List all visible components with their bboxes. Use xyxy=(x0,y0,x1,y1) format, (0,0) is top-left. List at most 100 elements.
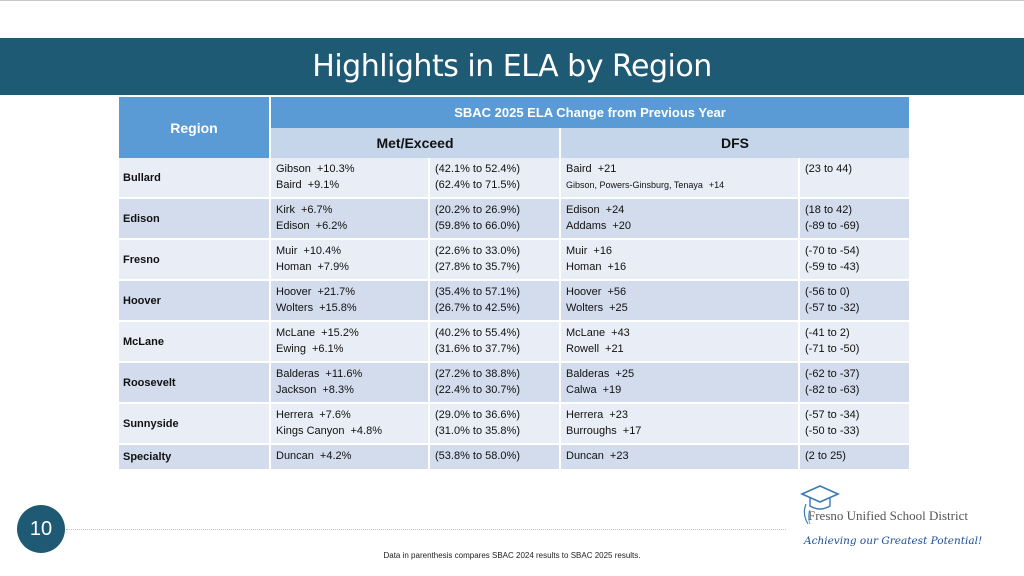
school-name: Hoover xyxy=(276,286,312,298)
dfs-range-cell: (-70 to -54) (-59 to -43) xyxy=(800,240,910,281)
table-row: McLane McLane +15.2% Ewing +6.1% (40.2% to 55… xyxy=(119,322,910,363)
change-value: +6.2% xyxy=(315,220,348,232)
page-number: 10 xyxy=(17,505,65,553)
met-school-line: Edison +6.2% xyxy=(276,218,428,234)
table-row: Roosevelt Balderas +11.6% Jackson +8.3% (27.2… xyxy=(119,363,910,404)
dfs-school-line: Hoover +56 xyxy=(566,284,798,300)
change-value: +8.3% xyxy=(322,384,354,396)
change-value: +14 xyxy=(708,180,725,190)
dfs-school-line: Herrera +23 xyxy=(566,407,798,423)
met-school-line: Baird +9.1% xyxy=(276,177,428,193)
met-school-line: Kirk +6.7% xyxy=(276,202,428,218)
region-name: Fresno xyxy=(119,240,269,281)
change-value: +6.7% xyxy=(300,204,333,216)
change-value: +23 xyxy=(609,409,628,421)
dfs-school-line: Edison +24 xyxy=(566,202,798,218)
slide-title: Highlights in ELA by Region xyxy=(312,49,712,84)
dfs-range-value: (23 to 44) xyxy=(805,163,853,175)
school-name: Balderas xyxy=(566,368,610,380)
change-value: +21 xyxy=(605,343,624,355)
change-value: +17 xyxy=(622,425,642,437)
met-range-value: (40.2% to 55.4%) xyxy=(435,327,520,339)
change-value: +20 xyxy=(612,220,632,232)
table-row: Bullard Gibson +10.3% Baird +9.1% (42.1% to 5… xyxy=(119,158,910,199)
dfs-range-cell: (-56 to 0) (-57 to -32) xyxy=(800,281,910,322)
school-name: Homan xyxy=(566,261,602,273)
met-school-line: Homan +7.9% xyxy=(276,259,428,275)
school-name: McLane xyxy=(566,327,606,339)
met-school-line: Ewing +6.1% xyxy=(276,341,428,357)
change-value: +4.8% xyxy=(350,425,383,437)
top-rule xyxy=(0,0,1024,1)
change-value: +24 xyxy=(605,204,625,216)
dfs-school-line: Calwa +19 xyxy=(566,382,798,398)
met-range-value: (27.2% to 38.8%) xyxy=(435,368,520,380)
dfs-school-line: Duncan +23 xyxy=(566,448,798,464)
dfs-range-value: (-41 to 2) xyxy=(805,327,850,339)
met-range-cell: (42.1% to 52.4%) (62.4% to 71.5%) xyxy=(430,158,559,199)
dfs-range-value: (-57 to -32) xyxy=(805,302,860,314)
school-name: Kirk xyxy=(276,204,295,216)
table-body: Bullard Gibson +10.3% Baird +9.1% (42.1% to 5… xyxy=(119,158,910,471)
met-school-line: Muir +10.4% xyxy=(276,243,428,259)
change-value: +25 xyxy=(609,302,628,314)
school-name: Gibson, Powers-Ginsburg, Tenaya xyxy=(566,180,703,190)
met-exceed-header: Met/Exceed xyxy=(271,128,559,158)
change-value: +25 xyxy=(615,368,635,380)
met-range-value: (26.7% to 42.5%) xyxy=(435,302,520,314)
met-range-value: (62.4% to 71.5%) xyxy=(435,179,520,191)
title-bar: Highlights in ELA by Region xyxy=(0,38,1024,95)
school-name: Edison xyxy=(276,220,310,232)
change-value: +19 xyxy=(602,384,622,396)
region-name: Specialty xyxy=(119,445,269,471)
school-name: Kings Canyon xyxy=(276,425,345,437)
dfs-school-line: Balderas +25 xyxy=(566,366,798,382)
met-range-cell: (40.2% to 55.4%) (31.6% to 37.7%) xyxy=(430,322,559,363)
school-name: Edison xyxy=(566,204,600,216)
school-name: Ewing xyxy=(276,343,306,355)
region-name: McLane xyxy=(119,322,269,363)
change-value: +10.4% xyxy=(303,245,342,257)
met-range-value: (42.1% to 52.4%) xyxy=(435,163,520,175)
school-name: Wolters xyxy=(276,302,314,314)
dfs-range-value: (-56 to 0) xyxy=(805,286,850,298)
met-school-line: Wolters +15.8% xyxy=(276,300,428,316)
dfs-school-cell: Hoover +56 Wolters +25 xyxy=(561,281,798,322)
change-value: +16 xyxy=(593,245,613,257)
footer-divider xyxy=(66,529,786,530)
dfs-range-value: (-59 to -43) xyxy=(805,261,860,273)
dfs-range-value: (2 to 25) xyxy=(805,450,846,462)
dfs-range-value: (-50 to -33) xyxy=(805,425,860,437)
change-value: +56 xyxy=(607,286,627,298)
school-name: Muir xyxy=(276,245,298,257)
dfs-school-line: Gibson, Powers-Ginsburg, Tenaya +14 xyxy=(566,177,798,193)
met-range-cell: (22.6% to 33.0%) (27.8% to 35.7%) xyxy=(430,240,559,281)
footnote: Data in parenthesis compares SBAC 2024 r… xyxy=(383,551,641,560)
met-school-cell: Kirk +6.7% Edison +6.2% xyxy=(271,199,428,240)
met-range-cell: (27.2% to 38.8%) (22.4% to 30.7%) xyxy=(430,363,559,404)
met-school-cell: Duncan +4.2% xyxy=(271,445,428,471)
dfs-range-cell: (2 to 25) xyxy=(800,445,910,471)
highlights-table: Region SBAC 2025 ELA Change from Previou… xyxy=(117,97,911,471)
school-name: Balderas xyxy=(276,368,320,380)
table-row: Fresno Muir +10.4% Homan +7.9% (22.6% to 33.0… xyxy=(119,240,910,281)
dfs-range-cell: (18 to 42) (-89 to -69) xyxy=(800,199,910,240)
region-name: Bullard xyxy=(119,158,269,199)
met-school-cell: Balderas +11.6% Jackson +8.3% xyxy=(271,363,428,404)
district-name: Fresno Unified School District xyxy=(808,508,968,523)
school-name: Homan xyxy=(276,261,312,273)
region-column-header: Region xyxy=(119,97,269,158)
region-name: Sunnyside xyxy=(119,404,269,445)
dfs-range-cell: (-62 to -37) (-82 to -63) xyxy=(800,363,910,404)
dfs-range-value: (-57 to -34) xyxy=(805,409,860,421)
met-range-cell: (35.4% to 57.1%) (26.7% to 42.5%) xyxy=(430,281,559,322)
district-logo: Fresno Unified School District Achieving… xyxy=(794,480,1004,560)
change-value: +15.2% xyxy=(321,327,359,339)
met-range-value: (53.8% to 58.0%) xyxy=(435,450,520,462)
change-value: +16 xyxy=(607,261,627,273)
dfs-range-cell: (-57 to -34) (-50 to -33) xyxy=(800,404,910,445)
dfs-school-line: Baird +21 xyxy=(566,161,798,177)
dfs-school-line: Wolters +25 xyxy=(566,300,798,316)
dfs-range-value: (-62 to -37) xyxy=(805,368,860,380)
school-name: Rowell xyxy=(566,343,600,355)
